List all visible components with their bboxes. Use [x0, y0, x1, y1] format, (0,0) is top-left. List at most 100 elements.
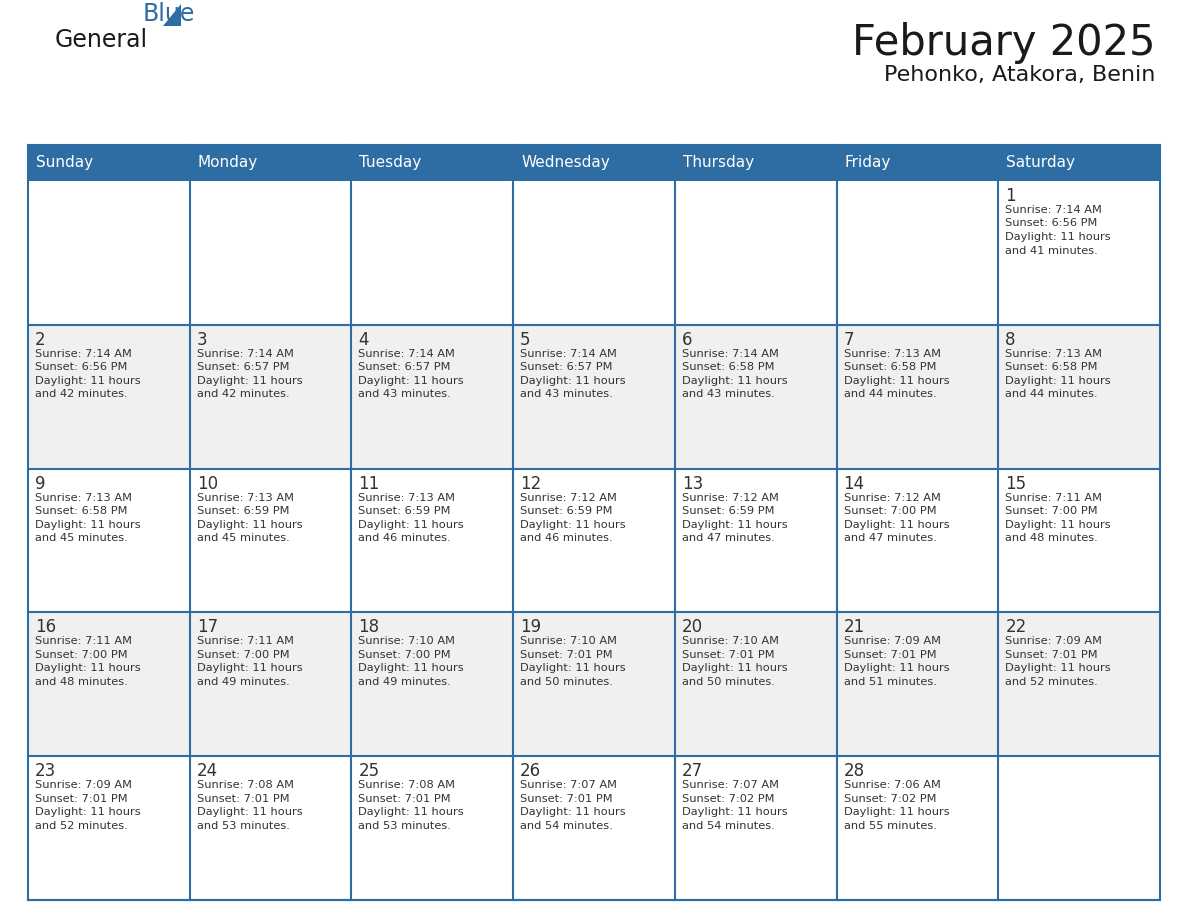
Text: Sunrise: 7:10 AM: Sunrise: 7:10 AM	[359, 636, 455, 646]
Text: 25: 25	[359, 762, 379, 780]
Bar	[29, 181, 1159, 325]
Text: and 47 minutes.: and 47 minutes.	[843, 533, 936, 543]
Text: Daylight: 11 hours: Daylight: 11 hours	[197, 375, 302, 386]
Text: Sunset: 7:01 PM: Sunset: 7:01 PM	[520, 794, 613, 803]
Text: Daylight: 11 hours: Daylight: 11 hours	[34, 807, 140, 817]
Text: General: General	[55, 28, 148, 52]
Text: 13: 13	[682, 475, 703, 493]
Text: Sunset: 6:58 PM: Sunset: 6:58 PM	[1005, 363, 1098, 373]
Text: and 41 minutes.: and 41 minutes.	[1005, 245, 1098, 255]
Text: 2: 2	[34, 330, 45, 349]
Text: and 54 minutes.: and 54 minutes.	[682, 821, 775, 831]
Text: 20: 20	[682, 619, 703, 636]
Text: Sunset: 6:56 PM: Sunset: 6:56 PM	[1005, 218, 1098, 229]
Text: Daylight: 11 hours: Daylight: 11 hours	[843, 520, 949, 530]
Text: Daylight: 11 hours: Daylight: 11 hours	[843, 664, 949, 674]
Text: and 46 minutes.: and 46 minutes.	[359, 533, 451, 543]
Text: Daylight: 11 hours: Daylight: 11 hours	[197, 807, 302, 817]
Text: Blue: Blue	[143, 2, 195, 26]
Bar	[29, 756, 1159, 900]
Text: Sunrise: 7:13 AM: Sunrise: 7:13 AM	[1005, 349, 1102, 359]
Text: Monday: Monday	[197, 155, 258, 171]
Text: and 42 minutes.: and 42 minutes.	[197, 389, 290, 399]
Text: Daylight: 11 hours: Daylight: 11 hours	[843, 807, 949, 817]
Text: 11: 11	[359, 475, 380, 493]
Text: Daylight: 11 hours: Daylight: 11 hours	[34, 520, 140, 530]
Text: 3: 3	[197, 330, 208, 349]
Text: Sunrise: 7:14 AM: Sunrise: 7:14 AM	[1005, 205, 1102, 215]
Text: Sunset: 6:57 PM: Sunset: 6:57 PM	[359, 363, 451, 373]
Text: and 52 minutes.: and 52 minutes.	[34, 821, 128, 831]
Polygon shape	[163, 4, 181, 26]
Text: Daylight: 11 hours: Daylight: 11 hours	[682, 664, 788, 674]
Text: Sunrise: 7:11 AM: Sunrise: 7:11 AM	[1005, 493, 1102, 502]
Text: Sunset: 6:59 PM: Sunset: 6:59 PM	[682, 506, 775, 516]
Text: Sunset: 6:58 PM: Sunset: 6:58 PM	[843, 363, 936, 373]
Text: and 49 minutes.: and 49 minutes.	[359, 677, 451, 687]
Text: Sunset: 7:01 PM: Sunset: 7:01 PM	[682, 650, 775, 660]
Text: Pehonko, Atakora, Benin: Pehonko, Atakora, Benin	[884, 65, 1155, 85]
Text: Daylight: 11 hours: Daylight: 11 hours	[359, 664, 465, 674]
Text: Sunset: 7:01 PM: Sunset: 7:01 PM	[197, 794, 290, 803]
Text: Sunrise: 7:09 AM: Sunrise: 7:09 AM	[34, 780, 132, 790]
Text: Friday: Friday	[845, 155, 891, 171]
Text: Sunset: 7:00 PM: Sunset: 7:00 PM	[359, 650, 451, 660]
Text: and 43 minutes.: and 43 minutes.	[682, 389, 775, 399]
Text: Sunrise: 7:13 AM: Sunrise: 7:13 AM	[197, 493, 293, 502]
Text: Daylight: 11 hours: Daylight: 11 hours	[520, 375, 626, 386]
Text: Sunset: 7:00 PM: Sunset: 7:00 PM	[1005, 506, 1098, 516]
Text: 23: 23	[34, 762, 56, 780]
Text: Sunset: 7:00 PM: Sunset: 7:00 PM	[197, 650, 290, 660]
Text: Sunrise: 7:07 AM: Sunrise: 7:07 AM	[682, 780, 779, 790]
Bar	[29, 325, 1159, 468]
Text: Sunrise: 7:13 AM: Sunrise: 7:13 AM	[359, 493, 455, 502]
Text: 18: 18	[359, 619, 379, 636]
Text: Daylight: 11 hours: Daylight: 11 hours	[843, 375, 949, 386]
Text: and 43 minutes.: and 43 minutes.	[520, 389, 613, 399]
Text: Sunrise: 7:09 AM: Sunrise: 7:09 AM	[1005, 636, 1102, 646]
Text: 24: 24	[197, 762, 217, 780]
Text: Daylight: 11 hours: Daylight: 11 hours	[682, 807, 788, 817]
Text: Sunrise: 7:12 AM: Sunrise: 7:12 AM	[682, 493, 778, 502]
Text: 14: 14	[843, 475, 865, 493]
Text: and 50 minutes.: and 50 minutes.	[682, 677, 775, 687]
Text: Sunrise: 7:14 AM: Sunrise: 7:14 AM	[682, 349, 778, 359]
Bar	[29, 468, 1159, 612]
Text: Sunset: 7:01 PM: Sunset: 7:01 PM	[34, 794, 127, 803]
Text: 6: 6	[682, 330, 693, 349]
Text: Sunrise: 7:11 AM: Sunrise: 7:11 AM	[34, 636, 132, 646]
Text: and 51 minutes.: and 51 minutes.	[843, 677, 936, 687]
Text: Sunday: Sunday	[36, 155, 93, 171]
Text: 15: 15	[1005, 475, 1026, 493]
Text: 28: 28	[843, 762, 865, 780]
Text: 10: 10	[197, 475, 217, 493]
Text: and 45 minutes.: and 45 minutes.	[197, 533, 290, 543]
Text: and 42 minutes.: and 42 minutes.	[34, 389, 127, 399]
Text: Sunrise: 7:14 AM: Sunrise: 7:14 AM	[520, 349, 617, 359]
Text: and 46 minutes.: and 46 minutes.	[520, 533, 613, 543]
Text: and 48 minutes.: and 48 minutes.	[1005, 533, 1098, 543]
Text: Sunrise: 7:10 AM: Sunrise: 7:10 AM	[682, 636, 779, 646]
Text: and 49 minutes.: and 49 minutes.	[197, 677, 290, 687]
Text: and 50 minutes.: and 50 minutes.	[520, 677, 613, 687]
Text: and 47 minutes.: and 47 minutes.	[682, 533, 775, 543]
Text: Sunrise: 7:13 AM: Sunrise: 7:13 AM	[34, 493, 132, 502]
Text: Sunset: 7:01 PM: Sunset: 7:01 PM	[520, 650, 613, 660]
Text: Sunrise: 7:14 AM: Sunrise: 7:14 AM	[359, 349, 455, 359]
Text: and 45 minutes.: and 45 minutes.	[34, 533, 128, 543]
Text: Daylight: 11 hours: Daylight: 11 hours	[34, 375, 140, 386]
Text: 16: 16	[34, 619, 56, 636]
Text: Sunrise: 7:09 AM: Sunrise: 7:09 AM	[843, 636, 941, 646]
Text: Sunset: 7:01 PM: Sunset: 7:01 PM	[843, 650, 936, 660]
Text: and 55 minutes.: and 55 minutes.	[843, 821, 936, 831]
Text: Daylight: 11 hours: Daylight: 11 hours	[520, 664, 626, 674]
Text: Sunset: 6:59 PM: Sunset: 6:59 PM	[359, 506, 451, 516]
Text: Sunset: 6:59 PM: Sunset: 6:59 PM	[197, 506, 289, 516]
Text: Thursday: Thursday	[683, 155, 754, 171]
Text: Sunrise: 7:13 AM: Sunrise: 7:13 AM	[843, 349, 941, 359]
Text: Daylight: 11 hours: Daylight: 11 hours	[197, 520, 302, 530]
Text: Daylight: 11 hours: Daylight: 11 hours	[520, 520, 626, 530]
Text: 19: 19	[520, 619, 542, 636]
Text: Daylight: 11 hours: Daylight: 11 hours	[197, 664, 302, 674]
Text: 21: 21	[843, 619, 865, 636]
